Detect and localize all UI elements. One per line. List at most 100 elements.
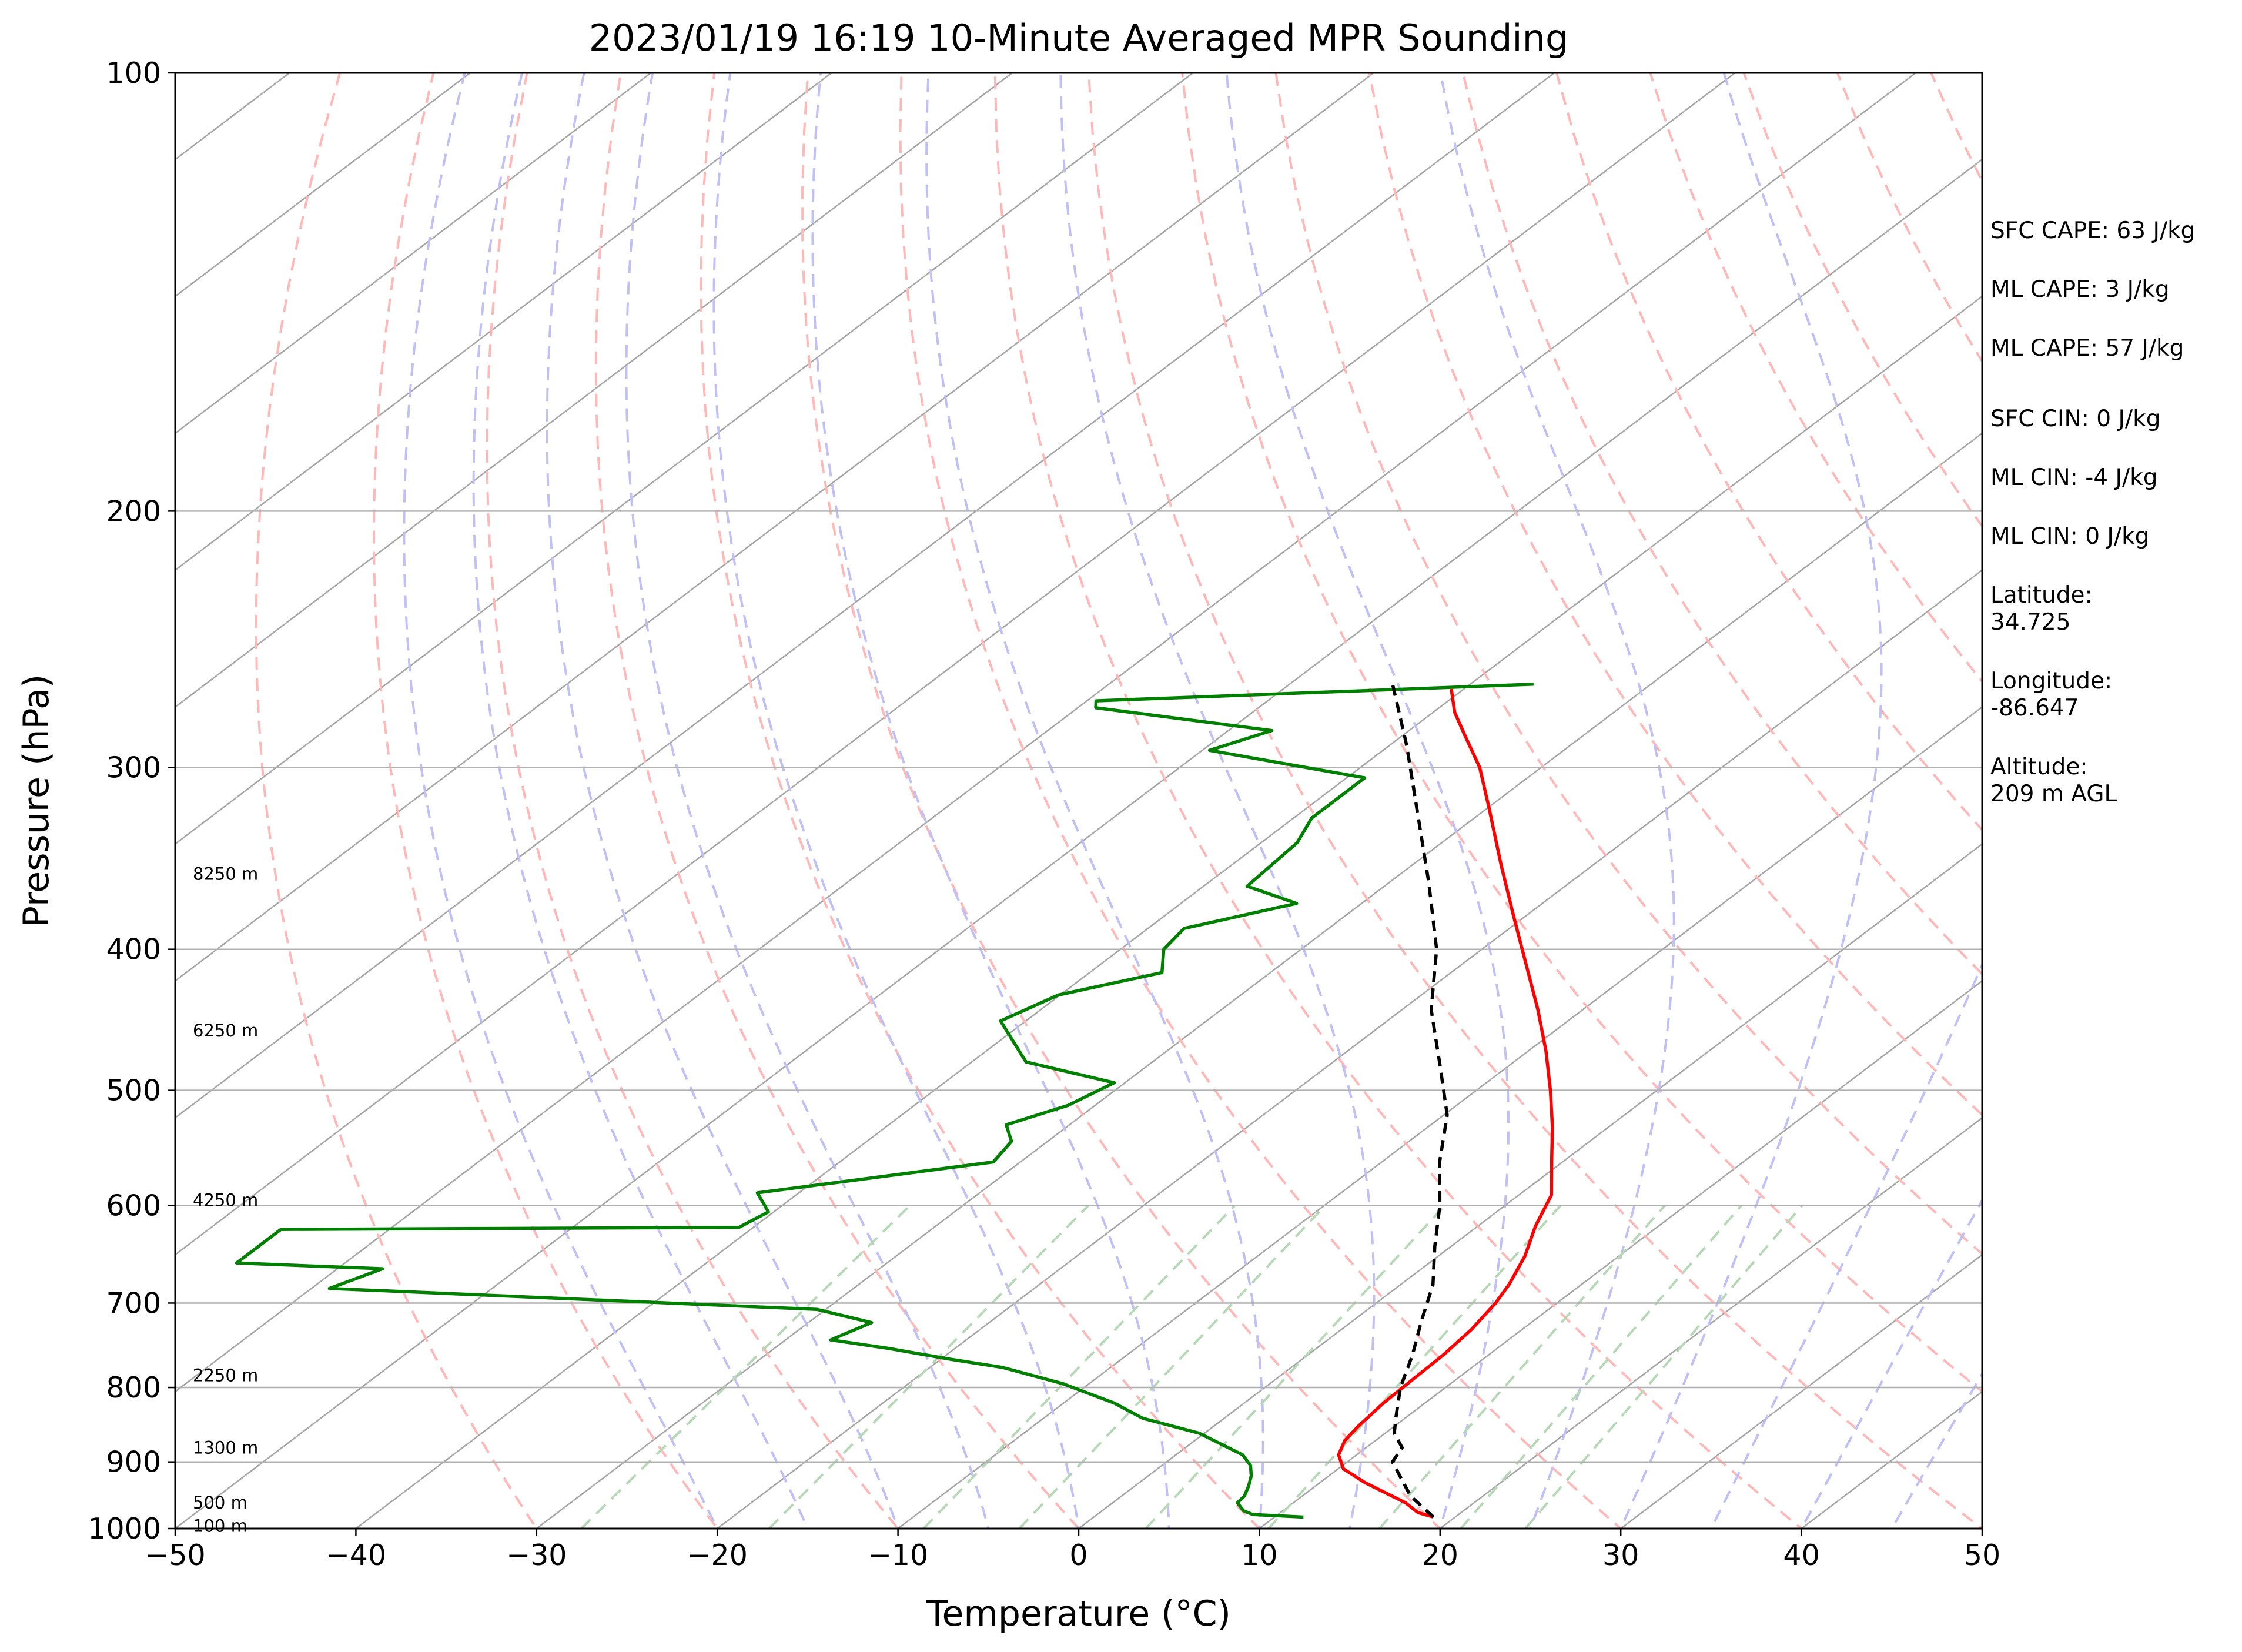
mixing-ratio-line (580, 1205, 911, 1529)
isotherm-line (175, 73, 1736, 1256)
x-axis: −50 −40 −30 −20 −10 0 10 20 30 40 50 (145, 1529, 2000, 1572)
mixing-ratio-line (1524, 1205, 1803, 1529)
dry-adiabat-line (373, 73, 719, 1529)
height-label: 6250 m (193, 1021, 258, 1041)
y-tick-label: 600 (106, 1189, 161, 1223)
y-tick-label: 900 (106, 1446, 161, 1479)
x-tick-label: 20 (1422, 1539, 1458, 1572)
height-label: 4250 m (193, 1190, 258, 1210)
moist-adiabat-line (472, 73, 809, 1529)
temperature-line (1337, 688, 1554, 1519)
mixing-ratio-line (1460, 1205, 1742, 1529)
dry-adiabat-line (1274, 73, 1982, 1256)
ml-cape-text: ML CAPE: 3 J/kg (1990, 276, 2170, 303)
dewpoint-line (235, 683, 1534, 1519)
dry-adiabat-line (801, 73, 1442, 1529)
y-tick-label: 300 (106, 751, 161, 784)
x-tick-label: 10 (1241, 1539, 1277, 1572)
dry-adiabat-line (486, 73, 900, 1529)
longitude-label: Longitude: (1990, 668, 2113, 694)
isotherm-line (175, 73, 1555, 1119)
y-tick-label: 700 (106, 1286, 161, 1320)
x-tick-label: −40 (326, 1539, 386, 1572)
isotherm-line (354, 295, 1982, 1529)
dry-adiabat-line (1181, 73, 1982, 1393)
moist-adiabat-line (1059, 73, 1376, 1529)
sfc-cape-text: SFC CAPE: 63 J/kg (1990, 218, 2196, 244)
height-label: 1300 m (193, 1438, 258, 1458)
y-tick-label: 1000 (88, 1512, 161, 1546)
background-lines (175, 73, 1982, 1529)
isotherm-line (1077, 843, 1982, 1529)
chart-title: 2023/01/19 16:19 10-Minute Averaged MPR … (589, 16, 1569, 59)
isotherm-line (1258, 979, 1982, 1529)
y-axis: 100 200 300 400 500 600 700 800 900 1000 (88, 56, 175, 1546)
sfc-cin-text: SFC CIN: 0 J/kg (1990, 406, 2161, 432)
dry-adiabat-line (1087, 73, 1982, 1529)
y-tick-label: 500 (106, 1074, 161, 1108)
latitude-value: 34.725 (1990, 609, 2071, 636)
moist-adiabat-line (1439, 73, 1675, 1529)
x-tick-label: 40 (1783, 1539, 1819, 1572)
isotherm-line (175, 73, 832, 571)
ml-cape-text-2: ML CAPE: 57 J/kg (1990, 335, 2184, 362)
height-label: 2250 m (193, 1366, 258, 1386)
y-tick-label: 100 (106, 56, 161, 90)
ml-cin-text: ML CIN: -4 J/kg (1990, 464, 2158, 491)
isotherm-line (175, 73, 1013, 708)
ml-cin-text-2: ML CIN: 0 J/kg (1990, 523, 2150, 550)
latitude-label: Latitude: (1990, 582, 2093, 608)
dry-adiabat-line (1368, 73, 1982, 1117)
x-tick-label: 30 (1602, 1539, 1639, 1572)
height-label: 8250 m (193, 864, 258, 884)
sounding-info-panel: SFC CAPE: 63 J/kg ML CAPE: 3 J/kg ML CAP… (1990, 218, 2237, 808)
isotherm-line (175, 73, 1916, 1393)
isotherm-line (175, 158, 1982, 1529)
dry-adiabat-line (255, 73, 538, 1529)
x-tick-label: −30 (506, 1539, 567, 1572)
dry-adiabat-line (700, 73, 1261, 1529)
height-label: 100 m (193, 1516, 247, 1536)
x-axis-label: Temperature (°C) (926, 1593, 1231, 1634)
x-tick-label: 50 (1964, 1539, 2000, 1572)
moist-adiabat-line (1800, 1198, 1982, 1529)
longitude-value: -86.647 (1990, 695, 2079, 721)
isotherm-line (175, 73, 471, 297)
altitude-value: 209 m AGL (1990, 781, 2117, 807)
moist-adiabat-line (925, 73, 1264, 1529)
y-tick-label: 800 (106, 1371, 161, 1404)
isotherm-line (716, 569, 1982, 1529)
parcel-path-line (1391, 684, 1449, 1519)
y-tick-label: 200 (106, 494, 161, 528)
moist-adiabat-line (546, 73, 899, 1529)
isotherm-line (175, 73, 1374, 982)
dry-adiabat-line (1461, 73, 1982, 976)
mixing-ratio-line (1267, 1205, 1562, 1529)
moist-adiabat-line (811, 73, 1170, 1529)
dry-adiabat-line (993, 73, 1803, 1529)
height-label: 500 m (193, 1493, 247, 1513)
data-series (235, 683, 1554, 1519)
isotherm-line (175, 73, 651, 434)
moist-adiabat-line (1619, 73, 1883, 1529)
mixing-ratio-line (1378, 1205, 1666, 1529)
moist-adiabat-line (1225, 73, 1510, 1529)
mixing-ratio-line (1145, 1205, 1446, 1529)
x-tick-label: −20 (687, 1539, 747, 1572)
isotherm-line (1619, 1253, 1982, 1529)
isotherm-line (175, 73, 1194, 845)
pressure-gridlines (175, 510, 1982, 1463)
height-labels: 8250 m 6250 m 4250 m 2250 m 1300 m 500 m 100 m (193, 864, 258, 1536)
x-tick-label: −50 (145, 1539, 205, 1572)
mixing-ratio-line (922, 1205, 1236, 1529)
moist-adiabat-line (1709, 962, 1982, 1529)
mixing-ratio-line (1018, 1205, 1326, 1529)
moist-adiabat-line (403, 73, 719, 1529)
moist-adiabat-line (712, 73, 1080, 1529)
x-tick-label: 0 (1069, 1539, 1087, 1572)
altitude-label: Altitude: (1990, 754, 2088, 780)
dry-adiabat-line (594, 73, 1080, 1529)
isotherm-line (535, 432, 1982, 1529)
x-tick-label: −10 (868, 1539, 928, 1572)
